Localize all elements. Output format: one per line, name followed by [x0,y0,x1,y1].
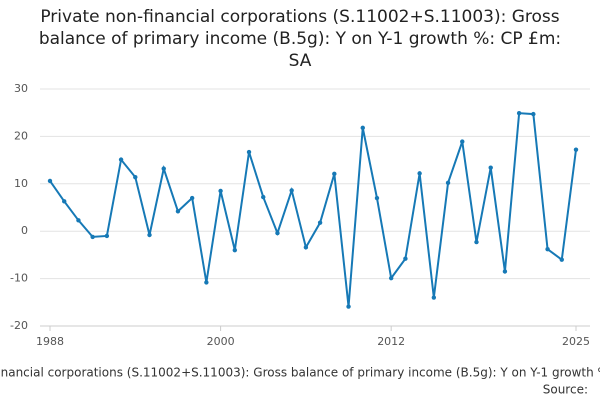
point [374,195,380,201]
point [488,165,493,170]
point [317,220,323,225]
point [474,239,479,245]
point [218,188,223,194]
x-tick-label: 1988 [36,335,64,348]
point [104,233,110,239]
point [189,195,195,201]
point [431,295,437,300]
point [559,257,564,262]
point [275,230,280,236]
point [47,178,53,184]
y-tick-label: 0 [21,224,28,237]
point [502,269,508,274]
y-tick-label: 10 [14,177,28,190]
footer: Private non-financial corporations (S.11… [0,366,600,380]
point [531,111,536,117]
x-tick-label: 2000 [207,335,235,348]
point [403,256,408,261]
point [346,304,351,309]
point [76,218,81,223]
point [147,232,152,238]
point [460,139,465,144]
point [232,247,238,253]
point [573,147,579,152]
point [516,110,522,116]
point [545,247,550,252]
point [204,280,209,285]
point [161,166,166,171]
y-tick-label: 20 [14,129,28,142]
point [62,199,67,204]
point [445,180,451,186]
point [133,174,138,180]
line [49,112,577,307]
point [246,149,252,155]
source: Source: [543,383,588,397]
point [261,194,266,200]
x-tick-label: 2012 [377,335,405,348]
point [118,157,124,162]
point [289,188,294,193]
point [332,171,337,177]
y-tick-label: -20 [10,319,28,332]
point [175,209,181,214]
y-tick-label: -10 [10,272,28,285]
point [90,234,95,240]
chart-title: Private non-financial corporations (S.11… [38,7,562,71]
point [360,125,365,131]
point [417,171,422,176]
x-tick-label: 2025 [562,335,590,348]
point [388,275,394,281]
y-tick-label: 30 [14,82,28,95]
point [303,245,309,250]
